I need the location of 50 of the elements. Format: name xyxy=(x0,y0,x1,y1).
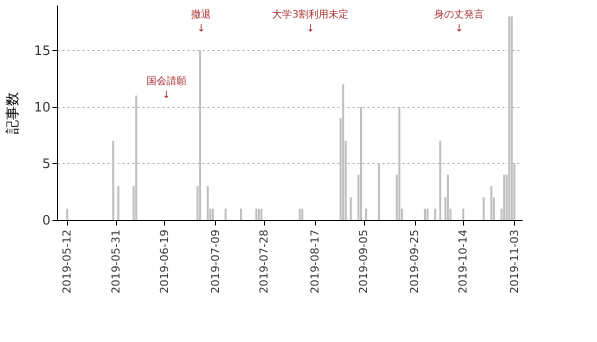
x-tick-label: 2019-11-03 xyxy=(508,230,521,294)
bar xyxy=(482,197,485,220)
bar xyxy=(462,208,464,220)
bar xyxy=(378,163,380,220)
annotation: 大学3割利用未定 ↓ xyxy=(272,8,349,34)
x-tick-label: 2019-07-09 xyxy=(208,230,222,294)
x-tick-label: 2019-10-14 xyxy=(456,230,470,294)
bar xyxy=(426,208,428,220)
x-tick-label: 2019-05-12 xyxy=(60,230,74,294)
bar xyxy=(199,50,202,220)
bar xyxy=(255,208,258,220)
x-tick-label: 2019-09-05 xyxy=(357,230,370,294)
annotation: 身の丈発言 ↓ xyxy=(434,8,484,34)
y-tick-label: 0 xyxy=(42,214,50,228)
bar xyxy=(66,208,68,220)
bar xyxy=(240,208,242,220)
bar xyxy=(434,208,436,220)
bar xyxy=(446,174,449,220)
bar xyxy=(360,106,362,220)
bar xyxy=(508,16,510,220)
x-tick-label: 2019-05-31 xyxy=(109,230,122,294)
x-tick-label: 2019-06-19 xyxy=(158,230,171,294)
x-tick-label: 2019-09-25 xyxy=(408,230,422,294)
bar xyxy=(424,208,426,220)
bar xyxy=(206,186,209,220)
bar xyxy=(260,208,262,220)
bar xyxy=(510,16,513,220)
annotation: 国会請願 ↓ xyxy=(146,74,186,101)
x-tick-label: 2019-08-17 xyxy=(308,230,322,294)
bar xyxy=(135,96,138,220)
y-axis-title: 記事数 xyxy=(4,92,21,134)
bar xyxy=(258,208,260,220)
bar xyxy=(112,140,114,220)
bar xyxy=(398,106,400,220)
bar xyxy=(301,208,304,220)
y-tick-label: 15 xyxy=(34,44,50,59)
bar xyxy=(503,174,506,220)
bar xyxy=(350,197,352,220)
y-tick-label: 5 xyxy=(42,156,50,172)
bar xyxy=(298,208,301,220)
bar xyxy=(439,140,442,220)
x-tick-label: 2019-07-28 xyxy=(257,230,270,294)
y-tick-label: 10 xyxy=(34,100,50,116)
bar xyxy=(342,84,344,220)
bar xyxy=(490,186,492,220)
annotation: 撤退 ↓ xyxy=(191,8,212,34)
bar xyxy=(365,208,368,220)
bar xyxy=(212,208,214,220)
bar xyxy=(117,186,120,220)
bar xyxy=(224,208,227,220)
